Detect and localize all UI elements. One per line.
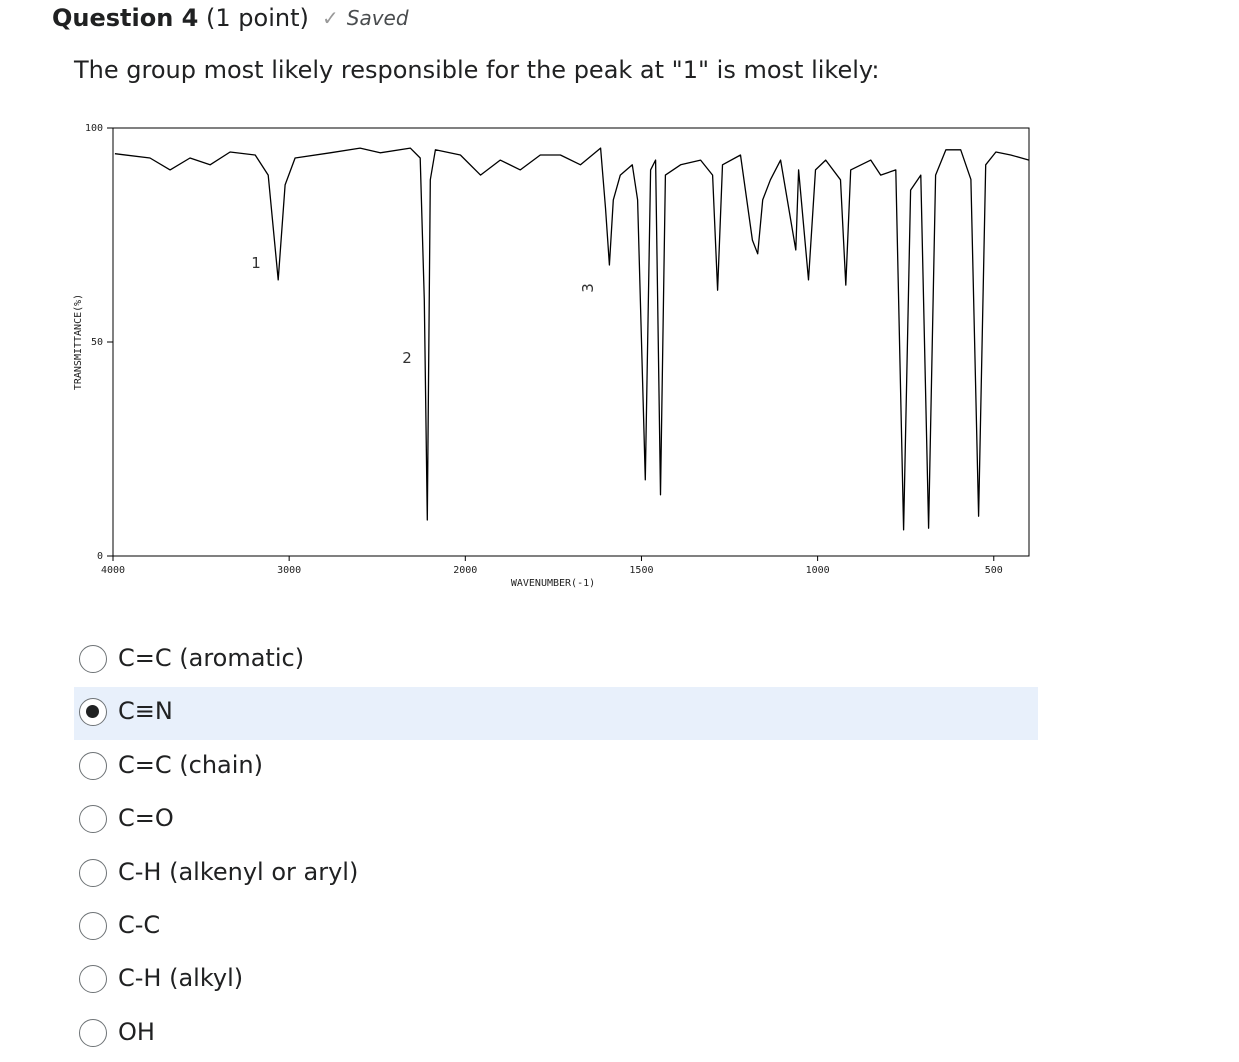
peak-label: 2 [402, 349, 412, 367]
radio-button[interactable] [79, 1018, 107, 1047]
radio-button[interactable] [79, 912, 107, 940]
peak-label: 3 [579, 283, 597, 293]
radio-button[interactable] [79, 858, 107, 887]
x-tick-label: 3000 [277, 565, 301, 576]
radio-button[interactable] [79, 645, 107, 673]
answer-option[interactable]: C=C (chain) [74, 741, 1038, 794]
check-icon: ✓ [322, 6, 339, 30]
radio-button[interactable] [79, 751, 107, 780]
option-label[interactable]: C=C (chain) [118, 750, 263, 779]
question-points: (1 point) [206, 4, 309, 32]
y-tick-label: 50 [91, 337, 103, 348]
y-tick-label: 0 [97, 551, 103, 562]
x-tick-label: 4000 [101, 565, 125, 576]
radio-dot [86, 705, 99, 719]
save-status: ✓ Saved [322, 6, 409, 30]
option-label[interactable]: C-H (alkyl) [118, 964, 244, 993]
option-label[interactable]: C-H (alkenyl or aryl) [118, 857, 359, 886]
plot-frame [112, 127, 1030, 557]
question-prompt: The group most likely responsible for th… [74, 56, 880, 84]
option-label[interactable]: OH [118, 1017, 155, 1046]
question-number: Question 4 [52, 4, 199, 32]
answer-option[interactable]: C-C [74, 901, 1038, 954]
peak-label: 1 [251, 254, 261, 272]
x-tick-label: 1000 [806, 565, 830, 576]
x-tick-label: 1500 [629, 565, 653, 576]
radio-button[interactable] [79, 698, 107, 727]
answer-option[interactable]: C=C (aromatic) [74, 634, 1038, 687]
radio-button[interactable] [79, 965, 107, 994]
radio-button[interactable] [79, 805, 107, 834]
x-tick-label: 2000 [453, 565, 477, 576]
spectrum-line [114, 147, 1030, 531]
option-label[interactable]: C=O [118, 804, 174, 833]
answer-option[interactable]: C≡N [74, 687, 1038, 741]
answer-option[interactable]: OH [74, 1008, 1038, 1061]
option-label[interactable]: C=C (aromatic) [118, 644, 305, 672]
answer-option[interactable]: C-H (alkenyl or aryl) [74, 848, 1038, 901]
y-tick-label: 100 [85, 123, 103, 134]
answer-option[interactable]: C=O [74, 794, 1038, 847]
question-heading: Question 4 (1 point) [52, 4, 309, 32]
y-axis-label: TRANSMITTANCE(%) [73, 294, 84, 390]
option-label[interactable]: C≡N [118, 697, 173, 726]
status-text: Saved [346, 6, 409, 30]
option-label[interactable]: C-C [118, 911, 161, 939]
x-tick-label: 500 [985, 565, 1003, 576]
x-axis-label: WAVENUMBER(-1) [511, 578, 595, 589]
ir-spectrum: 0 50 100 4000 3000 2000 1500 1000 500 WAVENUMBER(… [73, 123, 1030, 589]
answer-option[interactable]: C-H (alkyl) [74, 954, 1038, 1007]
